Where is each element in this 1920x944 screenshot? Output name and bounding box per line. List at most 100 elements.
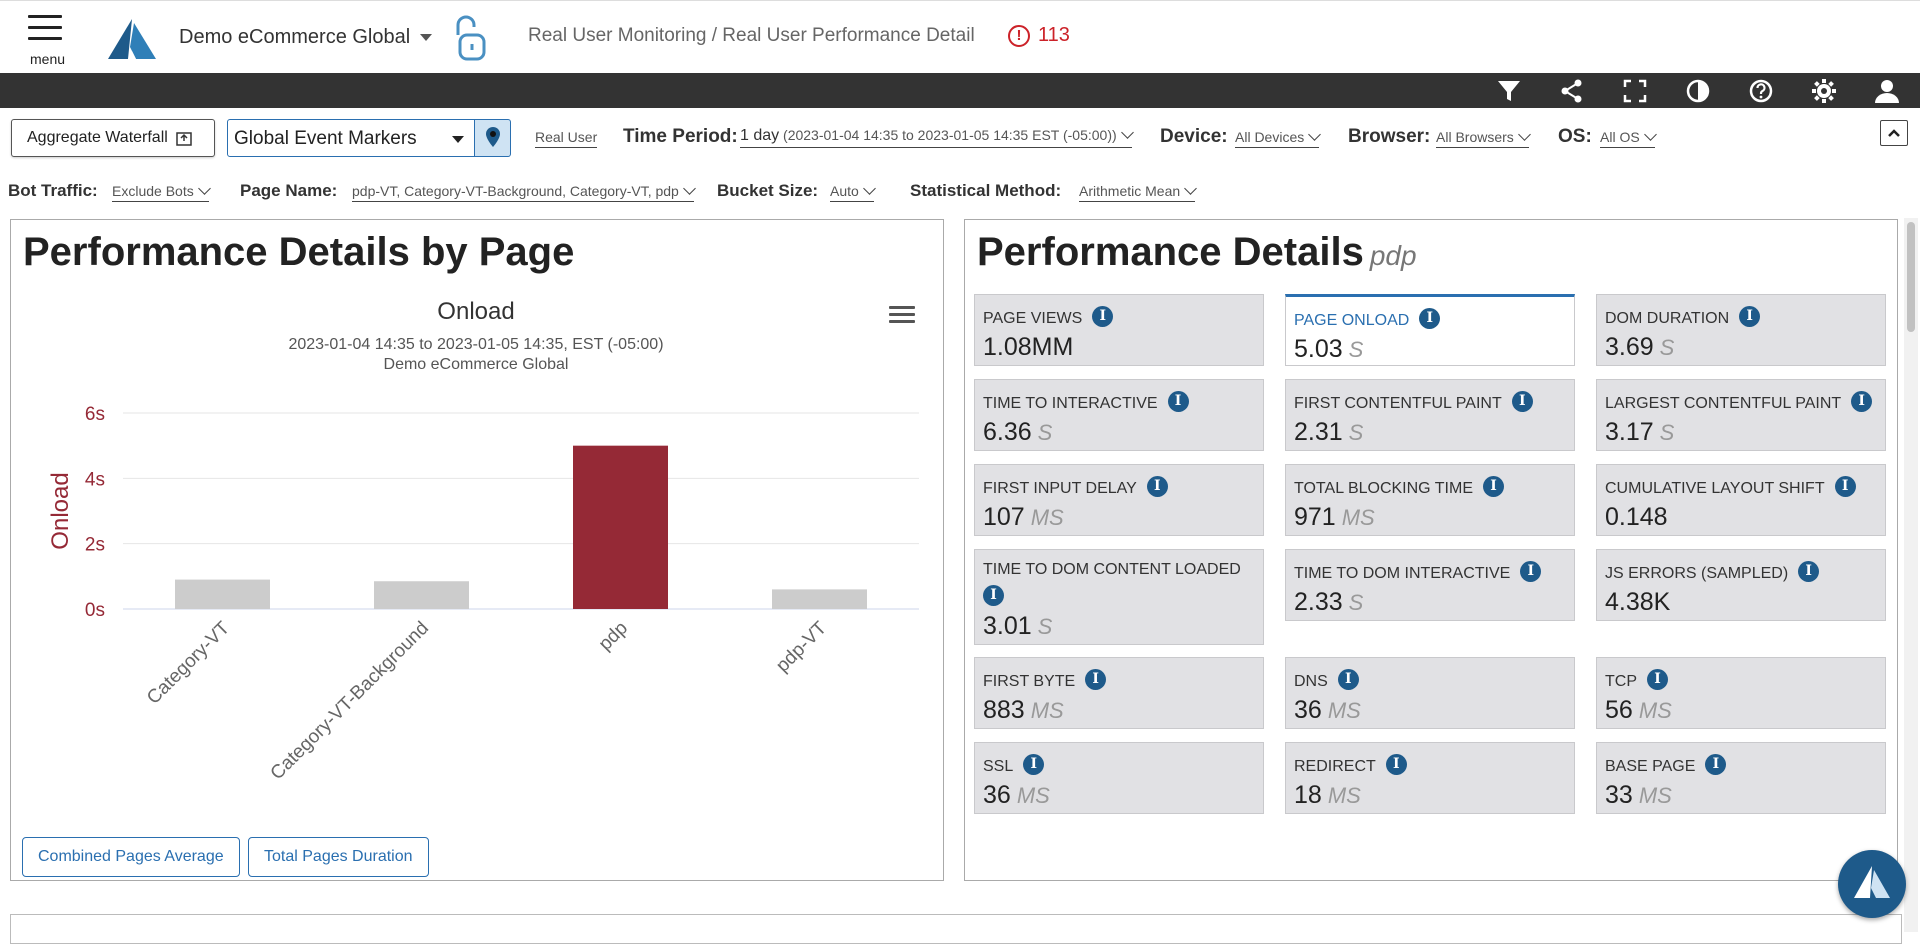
metric-label-text: First Contentful Paint	[1294, 395, 1502, 412]
unlock-icon[interactable]	[452, 13, 488, 63]
metric-tile[interactable]: Page Views i 1.08MM	[974, 294, 1264, 366]
event-marker-pin-button[interactable]	[475, 119, 511, 157]
chart-title: Onload	[437, 298, 515, 325]
info-icon[interactable]: i	[1085, 669, 1107, 690]
metric-tile[interactable]: Base Page i 33 MS	[1596, 742, 1886, 814]
info-icon[interactable]: i	[983, 585, 1004, 606]
time-period-dropdown[interactable]: 1 day (2023-01-04 14:35 to 2023-01-05 14…	[740, 126, 1134, 148]
filter-icon[interactable]	[1496, 78, 1522, 104]
info-icon[interactable]: i	[1167, 391, 1189, 412]
alert-indicator[interactable]: ! 113	[1008, 24, 1070, 47]
metric-label: Page Views i	[983, 306, 1114, 330]
event-markers-select[interactable]: Global Event Markers	[227, 119, 475, 157]
contrast-icon[interactable]	[1685, 78, 1711, 104]
chart-menu-icon[interactable]	[889, 306, 915, 326]
metric-tile[interactable]: Redirect i 18 MS	[1285, 742, 1575, 814]
info-icon[interactable]: i	[1520, 561, 1542, 582]
data-source-dropdown[interactable]: Real User	[535, 129, 598, 148]
metric-tile[interactable]: First Contentful Paint i 2.31 S	[1285, 379, 1575, 451]
share-icon[interactable]	[1559, 78, 1585, 104]
alert-icon: !	[1008, 24, 1030, 47]
metric-label-text: Time To DOM Content Loaded	[983, 561, 1241, 578]
metric-value-text: 18	[1294, 781, 1322, 809]
metric-value: 33 MS	[1605, 781, 1672, 810]
app-name[interactable]: Demo eCommerce Global	[179, 26, 411, 48]
metric-tile[interactable]: Total Blocking Time i 971 MS	[1285, 464, 1575, 536]
metric-tile[interactable]: Page Onload i 5.03 S	[1285, 294, 1575, 366]
metric-tile[interactable]: TCP i 56 MS	[1596, 657, 1886, 729]
metric-value: 3.69 S	[1605, 333, 1674, 362]
metric-value-text: 2.31	[1294, 418, 1343, 446]
os-dropdown[interactable]: All OS	[1600, 128, 1657, 148]
fullscreen-icon[interactable]	[1622, 78, 1648, 104]
metric-tile[interactable]: Time To DOM Content Loaded i 3.01 S	[974, 549, 1264, 645]
aggregate-waterfall-button[interactable]: Aggregate Waterfall	[11, 119, 215, 157]
info-icon[interactable]: i	[1023, 754, 1045, 775]
info-icon[interactable]: i	[1834, 476, 1856, 497]
scrollbar-thumb[interactable]	[1907, 222, 1915, 332]
metric-tile[interactable]: DNS i 36 MS	[1285, 657, 1575, 729]
page-name-dropdown[interactable]: pdp-VT, Category-VT-Background, Category…	[352, 182, 696, 202]
help-icon[interactable]	[1748, 78, 1774, 104]
info-icon[interactable]: i	[1739, 306, 1761, 327]
metric-tile[interactable]: Cumulative Layout Shift i 0.148	[1596, 464, 1886, 536]
info-icon[interactable]: i	[1851, 391, 1873, 412]
metric-value-text: 33	[1605, 781, 1633, 809]
metric-tile[interactable]: SSL i 36 MS	[974, 742, 1264, 814]
settings-icon[interactable]	[1811, 78, 1837, 104]
metric-value-text: 3.17	[1605, 418, 1654, 446]
logo-icon[interactable]	[106, 17, 158, 61]
combined-pages-average-button[interactable]: Combined Pages Average	[22, 837, 240, 877]
metric-tile[interactable]: Time To DOM Interactive i 2.33 S	[1285, 549, 1575, 621]
metric-tile[interactable]: Largest Contentful Paint i 3.17 S	[1596, 379, 1886, 451]
menu-button[interactable]: menu	[28, 15, 65, 71]
performance-details-title: Performance Details	[977, 230, 1364, 274]
info-icon[interactable]: i	[1146, 476, 1168, 497]
info-icon[interactable]: i	[1511, 391, 1533, 412]
bucket-size-dropdown[interactable]: Auto	[830, 182, 876, 202]
app-switcher-caret-icon[interactable]	[420, 34, 432, 41]
info-icon[interactable]: i	[1483, 476, 1504, 497]
hamburger-icon-bar	[28, 37, 62, 40]
metric-label-text: Largest Contentful Paint	[1605, 395, 1842, 412]
metric-label: DOM Duration i	[1605, 306, 1761, 330]
metric-label-text: DOM Duration	[1605, 310, 1730, 327]
chevron-down-icon	[1308, 128, 1322, 141]
metric-value: 18 MS	[1294, 781, 1361, 810]
metric-label: Total Blocking Time i	[1294, 476, 1504, 500]
collapse-filters-button[interactable]	[1880, 120, 1908, 146]
y-tick-label: 6s	[85, 404, 105, 425]
metric-tile[interactable]: DOM Duration i 3.69 S	[1596, 294, 1886, 366]
assistant-launcher-button[interactable]	[1838, 850, 1906, 918]
y-axis-label: Onload	[47, 472, 74, 549]
chevron-down-icon	[682, 182, 696, 195]
metric-label: Largest Contentful Paint i	[1605, 391, 1873, 415]
info-icon[interactable]: i	[1337, 669, 1359, 690]
user-icon[interactable]	[1874, 78, 1900, 104]
panel-title: Performance Details by Page	[23, 230, 575, 274]
info-icon[interactable]: i	[1798, 561, 1820, 582]
info-icon[interactable]: i	[1419, 308, 1441, 329]
bot-traffic-dropdown[interactable]: Exclude Bots	[112, 182, 211, 202]
info-icon[interactable]: i	[1705, 754, 1727, 775]
page-scrollbar[interactable]	[1904, 218, 1918, 932]
statistical-method-dropdown[interactable]: Arithmetic Mean	[1079, 182, 1198, 202]
device-dropdown[interactable]: All Devices	[1235, 128, 1322, 148]
metric-value: 2.33 S	[1294, 588, 1363, 617]
info-icon[interactable]: i	[1647, 669, 1668, 690]
info-icon[interactable]: i	[1385, 754, 1407, 775]
panel-title: Performance Details pdp	[977, 230, 1417, 275]
browser-dropdown[interactable]: All Browsers	[1436, 128, 1531, 148]
metric-tile[interactable]: First Input Delay i 107 MS	[974, 464, 1264, 536]
metric-tile[interactable]: Time To Interactive i 6.36 S	[974, 379, 1264, 451]
info-icon[interactable]: i	[1092, 306, 1114, 327]
bar	[573, 445, 668, 609]
alert-count: 113	[1038, 24, 1070, 46]
metric-label: First Contentful Paint i	[1294, 391, 1533, 415]
metric-tile[interactable]: JS Errors (Sampled) i 4.38K	[1596, 549, 1886, 621]
chart-date-range: 2023-01-04 14:35 to 2023-01-05 14:35, ES…	[288, 336, 664, 353]
total-pages-duration-button[interactable]: Total Pages Duration	[248, 837, 429, 877]
metric-tile[interactable]: First Byte i 883 MS	[974, 657, 1264, 729]
metric-label: Redirect i	[1294, 754, 1407, 778]
action-toolbar	[0, 73, 1920, 108]
